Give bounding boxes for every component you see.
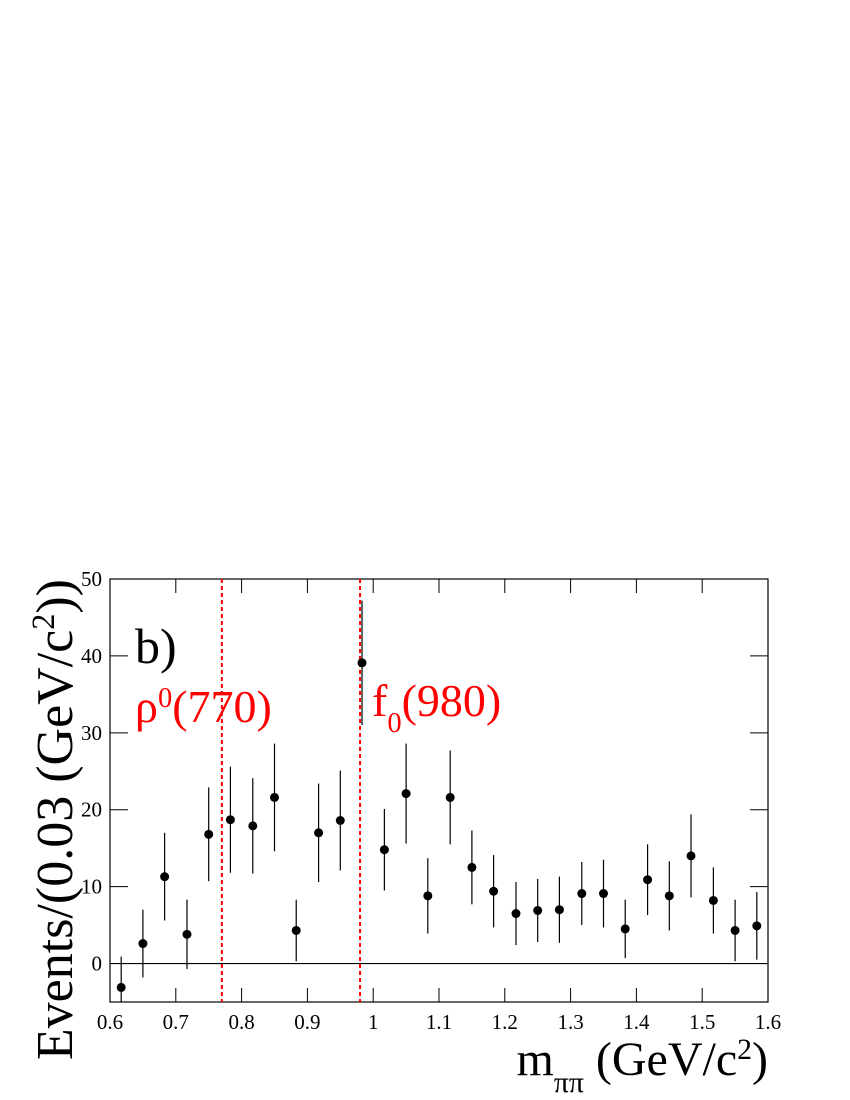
data-point (379, 845, 389, 855)
data-point (708, 895, 718, 905)
data-point (620, 924, 630, 934)
x-tick-label: 1.2 (492, 1010, 518, 1034)
data-point (730, 925, 740, 935)
reference-label: ρ0(770) (135, 681, 272, 732)
label-part: 2 (737, 1033, 752, 1066)
label-part: )) (27, 579, 84, 614)
y-tick-label: 20 (81, 798, 102, 822)
panel-label: b) (135, 618, 177, 674)
label-part: m (516, 1033, 553, 1086)
reference-label: f0(980) (372, 675, 501, 739)
y-tick-label: 30 (81, 721, 102, 745)
x-tick-label: 1.5 (689, 1010, 715, 1034)
data-point (160, 872, 170, 882)
data-point (577, 889, 587, 899)
data-point (270, 792, 279, 802)
x-tick-label: 0.8 (228, 1010, 254, 1034)
data-point (489, 886, 499, 896)
data-point (467, 862, 477, 872)
data-point (314, 828, 324, 838)
data-point (291, 925, 301, 935)
label-part: f (372, 675, 388, 726)
data-point (401, 789, 411, 799)
y-tick-label: 0 (92, 952, 103, 976)
x-axis-label: mππ (GeV/c2) (516, 1033, 768, 1099)
data-point (138, 939, 148, 949)
data-point (116, 982, 126, 992)
y-tick-label: 10 (81, 875, 102, 899)
data-point (248, 821, 258, 831)
data-point (533, 905, 543, 915)
data-point (511, 909, 521, 919)
x-tick-label: 1.1 (426, 1010, 452, 1034)
y-tick-label: 50 (81, 567, 102, 591)
data-point (686, 851, 696, 861)
data-point (554, 905, 564, 915)
label-part: 0 (158, 683, 172, 714)
label-part: (770) (172, 681, 272, 732)
data-point (182, 929, 192, 939)
data-point (643, 875, 653, 885)
label-part: (980) (402, 675, 502, 726)
data-point (445, 792, 455, 802)
label-part: ππ (554, 1066, 584, 1099)
label-part: ) (752, 1033, 768, 1086)
label-part: 0 (387, 708, 401, 739)
data-point (423, 891, 433, 901)
y-tick-label: 40 (81, 644, 102, 668)
y-axis-label: Events/(0.03 (GeV/c2)) (25, 579, 84, 1060)
data-points (116, 600, 762, 1002)
data-point (357, 658, 367, 668)
x-tick-label: 0.7 (163, 1010, 189, 1034)
label-part: (GeV/c (584, 1033, 737, 1086)
data-point (752, 921, 762, 931)
label-part: 2 (25, 614, 61, 630)
x-tick-label: 1.4 (623, 1010, 650, 1034)
data-point (335, 815, 345, 825)
label-part: ρ (135, 681, 158, 732)
data-point (599, 889, 608, 899)
x-tick-label: 1.3 (557, 1010, 583, 1034)
x-tick-label: 0.9 (294, 1010, 320, 1034)
x-tick-label: 0.6 (97, 1010, 123, 1034)
data-point (664, 891, 674, 901)
data-point (225, 815, 235, 825)
label-part: Events/(0.03 (GeV/c (27, 630, 84, 1060)
x-tick-label: 1 (368, 1010, 379, 1034)
data-point (204, 829, 214, 839)
x-tick-label: 1.6 (755, 1010, 781, 1034)
